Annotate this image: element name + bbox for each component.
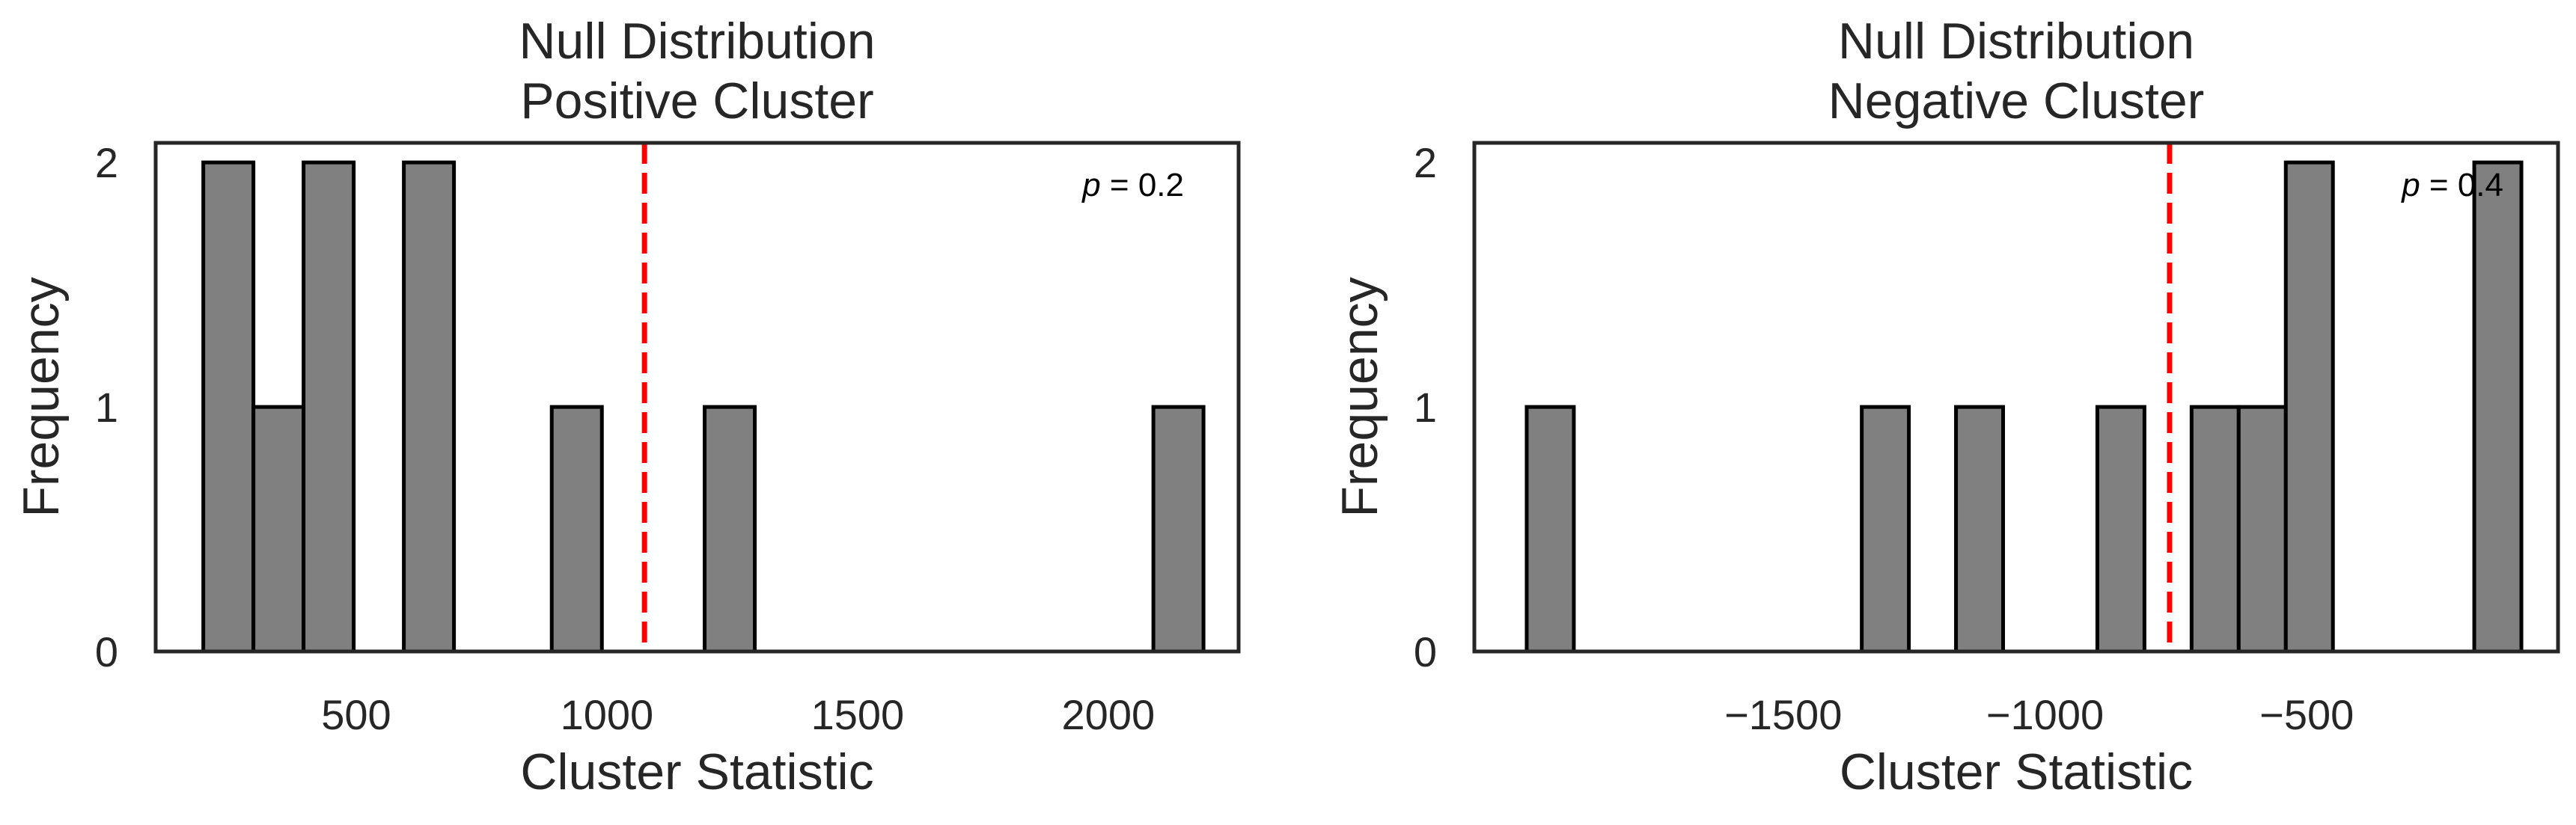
- histogram-bar: [1151, 405, 1206, 654]
- x-axis-label: Cluster Statistic: [520, 743, 873, 800]
- histogram-bar: [1524, 405, 1576, 654]
- y-axis-label: Frequency: [13, 277, 70, 517]
- x-tick-label: −1000: [1986, 691, 2104, 738]
- histogram-bar: [2283, 160, 2335, 654]
- histogram-bar: [1860, 405, 1911, 654]
- chart-title-line-1: Null Distribution: [1838, 13, 2194, 70]
- chart-title-line-2: Negative Cluster: [1828, 73, 2205, 129]
- y-tick-label: 0: [1414, 628, 1437, 675]
- x-tick-label: 500: [321, 691, 391, 738]
- histogram-bar: [2095, 405, 2146, 654]
- y-tick-label: 1: [1414, 384, 1437, 431]
- histogram-bar: [703, 405, 757, 654]
- histogram-bar: [201, 160, 256, 654]
- x-tick-label: 1500: [811, 691, 905, 738]
- p-value: = 0.4: [2420, 167, 2503, 203]
- y-axis-label: Frequency: [1331, 277, 1388, 517]
- y-tick-label: 1: [95, 384, 118, 431]
- x-tick-label: −1500: [1724, 691, 1842, 738]
- histogram-bar: [2189, 405, 2241, 654]
- y-tick-label: 2: [1414, 139, 1437, 186]
- x-axis-label: Cluster Statistic: [1840, 743, 2193, 800]
- chart-title-line-1: Null Distribution: [519, 13, 875, 70]
- x-tick-label: 1000: [561, 691, 654, 738]
- p-value-annotation: p = 0.2: [1081, 167, 1184, 203]
- y-tick-label: 2: [95, 139, 118, 186]
- plot-frame: [153, 141, 1241, 654]
- x-tick-label: 2000: [1062, 691, 1156, 738]
- plot-frame: [1472, 141, 2560, 654]
- histogram-bar: [2236, 405, 2288, 654]
- x-tick-label: −500: [2259, 691, 2354, 738]
- p-value: = 0.2: [1101, 167, 1184, 203]
- chart-title-line-2: Positive Cluster: [520, 73, 873, 129]
- p-value-annotation: p = 0.4: [2400, 167, 2503, 203]
- histogram-bar: [251, 405, 306, 654]
- p-symbol: p: [1081, 167, 1100, 203]
- histogram-bar: [2472, 160, 2524, 654]
- histogram-bar: [402, 160, 457, 654]
- histogram-bar: [549, 405, 604, 654]
- histogram-bar: [302, 160, 356, 654]
- y-tick-label: 0: [95, 628, 118, 675]
- p-symbol: p: [2400, 167, 2420, 203]
- histogram-bar: [1954, 405, 2006, 654]
